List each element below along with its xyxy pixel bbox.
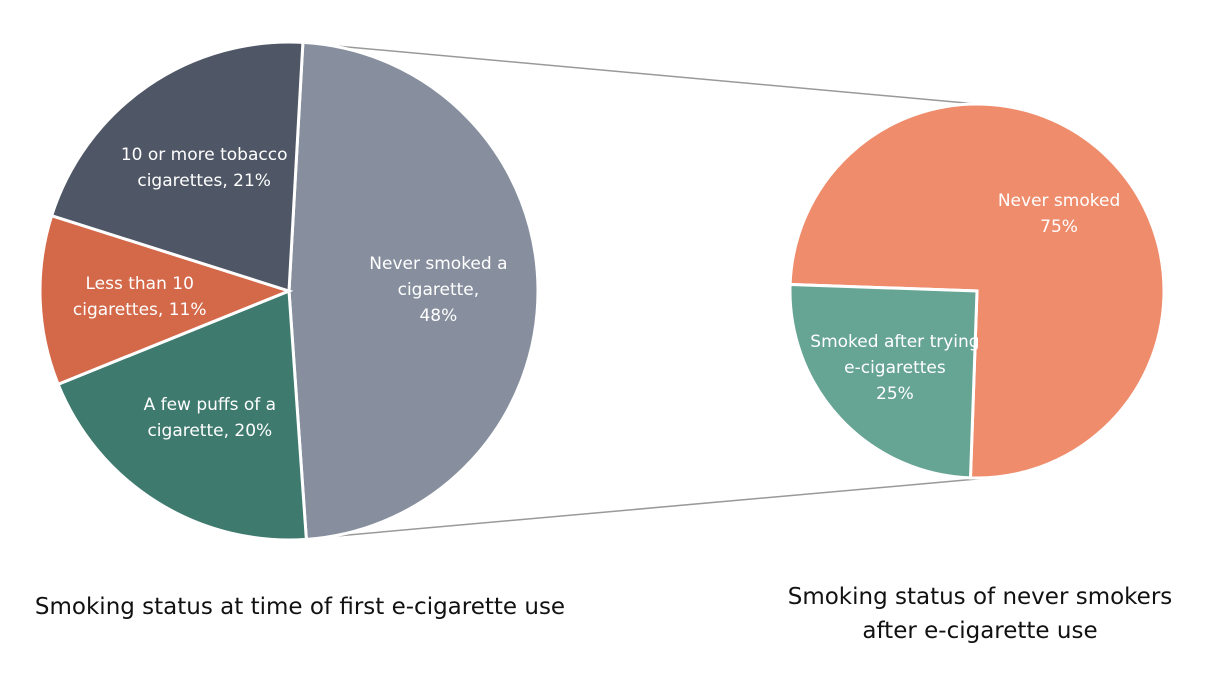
slice-value: 21% <box>233 171 271 191</box>
slice-value: 20% <box>234 421 272 441</box>
slice-label: Smoked after trying e-cigarettes 25% <box>807 329 982 407</box>
slice-value: 11% <box>169 300 207 320</box>
slice-label: 10 or more tobacco cigarettes, 21% <box>117 142 292 194</box>
slice-category: Smoked after trying e-cigarettes <box>810 332 979 378</box>
slice-label: Never smoked a cigarette, 48% <box>351 251 526 329</box>
chart-title: Smoking status of never smokers after e-… <box>770 580 1190 648</box>
slice-category: Never smoked <box>998 191 1120 211</box>
slice-value: 48% <box>351 303 526 329</box>
slice-value: 25% <box>807 381 982 407</box>
slice-category: Never smoked a cigarette, <box>369 254 507 300</box>
page: Never smoked a cigarette, 48% A few puffs… <box>0 0 1230 700</box>
slice-label: Never smoked 75% <box>972 188 1147 240</box>
slice-label: Less than 10 cigarettes, 11% <box>52 271 227 323</box>
slice-value: 75% <box>972 214 1147 240</box>
slice-label: A few puffs of a cigarette, 20% <box>122 392 297 444</box>
chart-title: Smoking status at time of first e-cigare… <box>0 590 600 624</box>
